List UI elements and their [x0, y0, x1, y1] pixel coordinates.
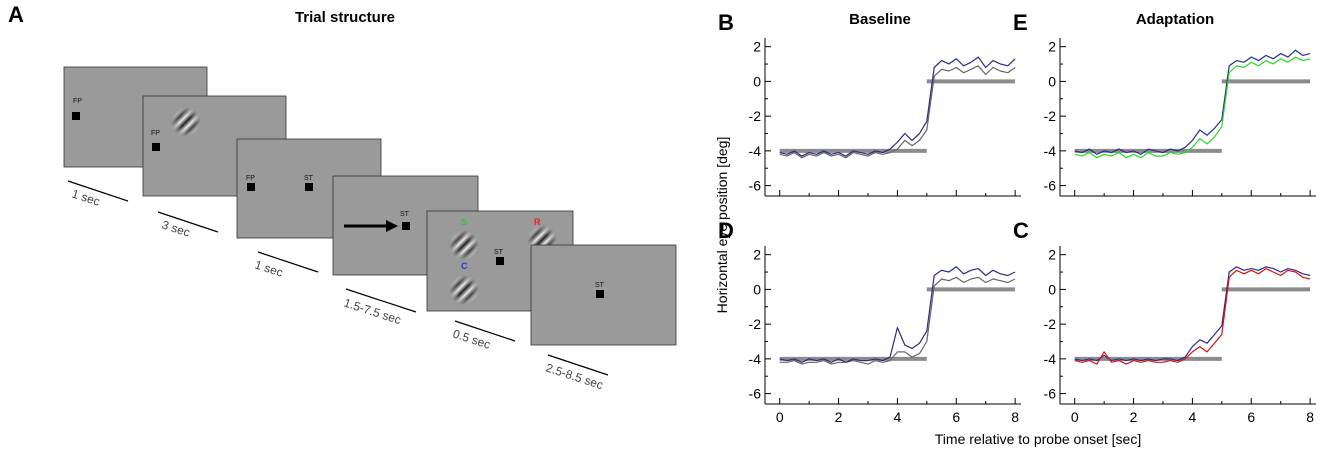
trace — [1074, 79, 1311, 153]
panel-letter: C — [1013, 218, 1029, 243]
screen-label: S — [461, 217, 467, 227]
panel-title: Trial structure — [295, 9, 395, 26]
y-tick-label: 2 — [753, 39, 761, 55]
x-tick-label: 6 — [1247, 409, 1255, 425]
x-axis-label: Time relative to probe onset [sec] — [935, 431, 1141, 447]
timeline — [67, 180, 609, 376]
trace — [779, 65, 1016, 159]
y-tick-label: -4 — [749, 351, 762, 367]
trace — [1074, 56, 1311, 159]
x-tick-label: 2 — [1130, 409, 1138, 425]
chart-title: Baseline — [849, 11, 911, 28]
trace — [779, 276, 1016, 365]
duration: 1 sec — [70, 187, 102, 209]
y-tick-label: -6 — [749, 178, 762, 194]
y-axis-label: Horizontal eye position [deg] — [714, 137, 730, 314]
x-tick-label: 6 — [952, 409, 960, 425]
x-tick-label: 2 — [835, 409, 843, 425]
trace — [779, 266, 1016, 363]
y-tick-label: -2 — [749, 316, 762, 332]
panel-letter: B — [718, 10, 734, 35]
trace — [1074, 266, 1311, 362]
y-tick-label: 0 — [753, 73, 761, 89]
screen: ST — [530, 244, 677, 346]
y-tick-label: 2 — [1048, 247, 1056, 263]
screen-label: ST — [304, 175, 314, 182]
trace — [779, 287, 1016, 361]
y-tick-label: 0 — [1048, 281, 1056, 297]
screen-label: ST — [400, 211, 410, 218]
duration: 0.5 sec — [451, 327, 492, 352]
x-tick-label: 8 — [1306, 409, 1314, 425]
y-tick-label: -6 — [749, 386, 762, 402]
y-tick-label: -2 — [749, 108, 762, 124]
x-tick-label: 4 — [1189, 409, 1197, 425]
screen-label: FP — [246, 175, 255, 182]
x-tick-label: 0 — [776, 409, 784, 425]
screen-label: ST — [595, 282, 605, 289]
y-tick-label: -6 — [1044, 386, 1057, 402]
trace — [779, 56, 1016, 157]
y-tick-label: 0 — [753, 281, 761, 297]
panel-letter: E — [1013, 10, 1028, 35]
y-tick-label: 2 — [753, 247, 761, 263]
screen-label: ST — [494, 249, 504, 256]
y-tick-label: 2 — [1048, 39, 1056, 55]
screen-label: FP — [151, 130, 160, 137]
screen-label: R — [534, 217, 541, 227]
chart-title: Adaptation — [1136, 11, 1214, 28]
duration: 3 sec — [160, 218, 192, 240]
duration: 1 sec — [253, 258, 285, 280]
panel-letter: D — [718, 218, 734, 243]
duration: 2.5-8.5 sec — [544, 361, 605, 393]
screen-label: C — [461, 261, 468, 271]
trace — [1074, 287, 1311, 361]
trace — [1074, 268, 1311, 365]
y-tick-label: -4 — [1044, 143, 1057, 159]
x-tick-label: 8 — [1011, 409, 1019, 425]
y-tick-label: -6 — [1044, 178, 1057, 194]
duration: 1.5-7.5 sec — [342, 296, 403, 328]
y-tick-label: 0 — [1048, 73, 1056, 89]
trace — [1074, 49, 1311, 155]
x-tick-label: 0 — [1071, 409, 1079, 425]
y-tick-label: -2 — [1044, 316, 1057, 332]
y-tick-label: -2 — [1044, 108, 1057, 124]
y-tick-label: -4 — [1044, 351, 1057, 367]
x-tick-label: 4 — [894, 409, 902, 425]
trace — [779, 79, 1016, 153]
y-tick-label: -4 — [749, 143, 762, 159]
screen-label: FP — [73, 98, 82, 105]
panel-letter: A — [8, 2, 24, 27]
